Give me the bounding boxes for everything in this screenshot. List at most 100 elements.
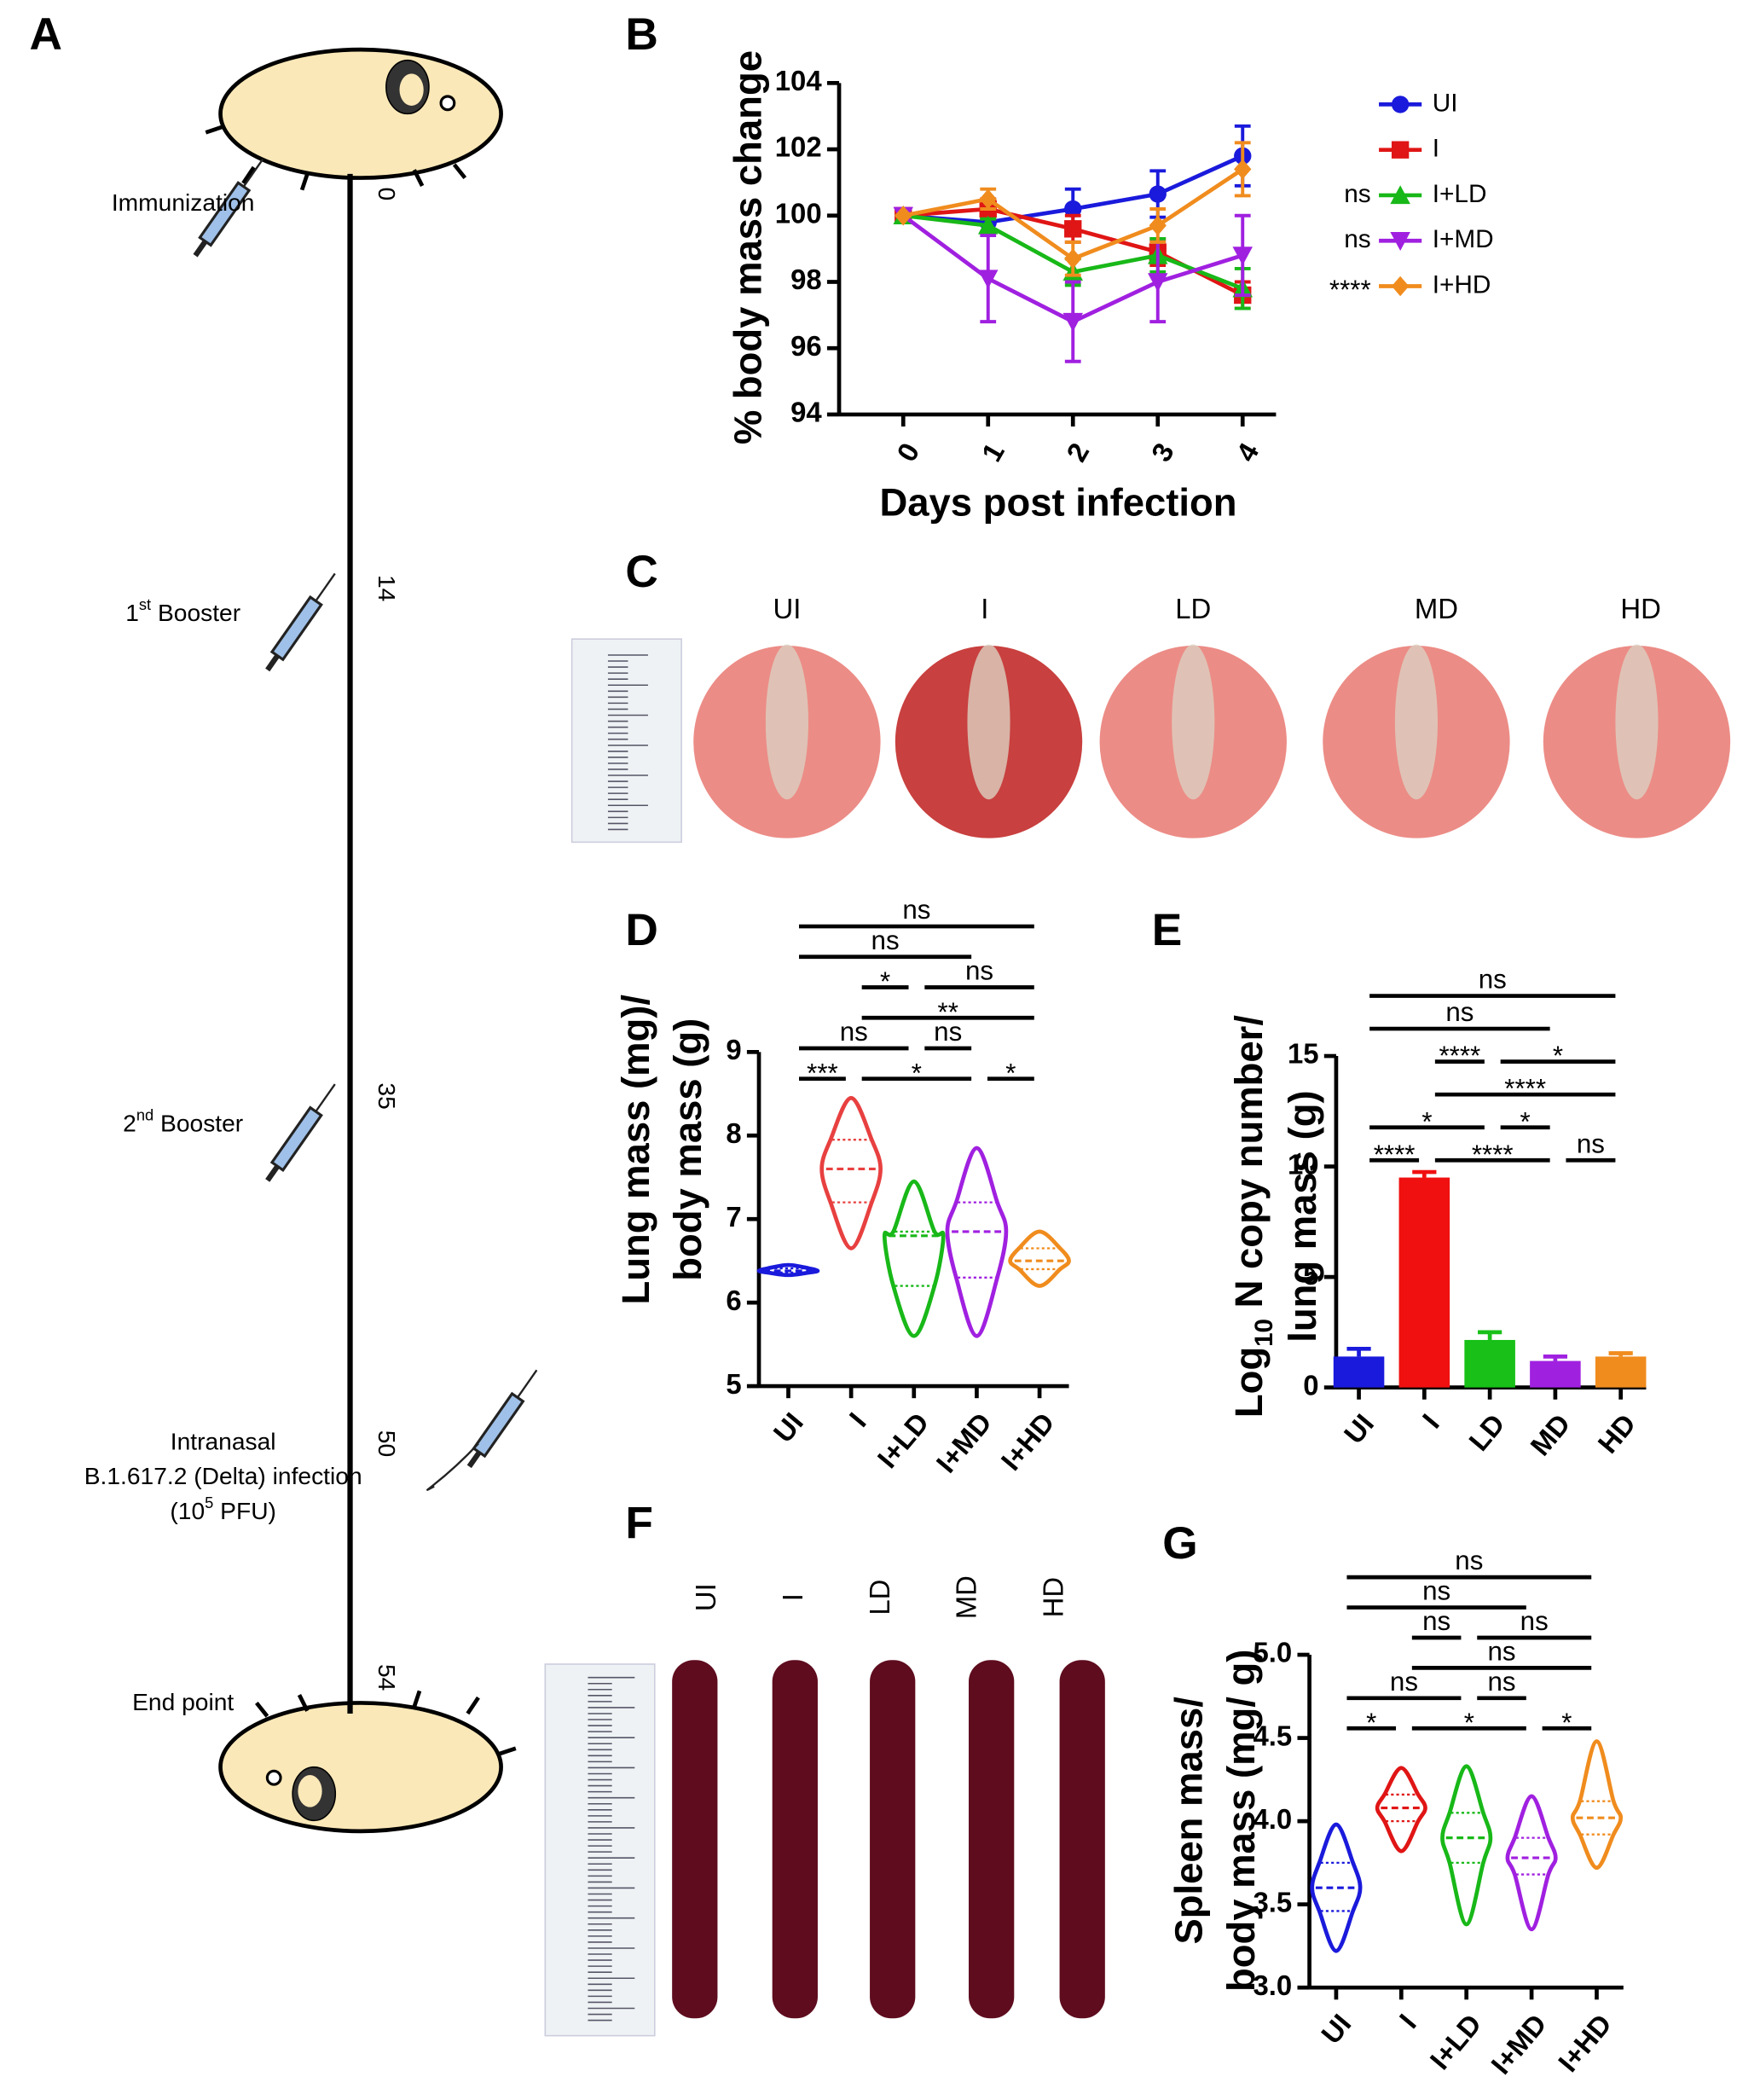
panel-label: C <box>625 547 657 597</box>
event-label-part: st <box>139 595 151 613</box>
significance-label: **** <box>1439 1041 1480 1070</box>
hamster-ear-inner <box>298 1775 322 1807</box>
y-tick-label: 6 <box>726 1285 741 1316</box>
bar <box>1595 1356 1647 1388</box>
syringe-plunger <box>193 240 208 258</box>
significance-label: ns <box>1445 997 1474 1027</box>
syringe-needle <box>315 1083 336 1112</box>
photo-label: HD <box>1620 593 1661 624</box>
bar <box>1333 1356 1385 1388</box>
legend-annotation: ns <box>1344 180 1370 208</box>
event-label-part: 1 <box>125 599 139 626</box>
event-label-part: nd <box>136 1106 153 1124</box>
photo-label: LD <box>864 1580 895 1616</box>
significance-label: ns <box>965 956 993 986</box>
error-bar <box>1543 1355 1568 1361</box>
y-tick-label: 104 <box>775 65 823 96</box>
lung-center <box>765 644 808 800</box>
error-bar <box>1346 1346 1371 1357</box>
y-tick-label: 102 <box>775 131 822 163</box>
significance-label: ns <box>1455 1546 1483 1575</box>
y-tick-label: 15 <box>1288 1038 1319 1070</box>
y-tick-label: 10 <box>1288 1148 1319 1180</box>
y-tick-label: 96 <box>790 330 822 362</box>
y-axis-label: % body mass change <box>727 50 770 444</box>
y-axis-label-part: % body mass change <box>727 50 770 444</box>
significance-label: ** <box>938 997 958 1027</box>
significance-label: * <box>912 1058 922 1088</box>
photo-label: I <box>981 593 988 624</box>
syringe-plunger <box>265 653 280 672</box>
y-axis-label: Spleen mass/ <box>1167 1697 1211 1945</box>
y-axis-label-part: N copy number/ <box>1227 1015 1271 1319</box>
event-label-part: 5 <box>205 1494 213 1511</box>
significance-label: ns <box>1520 1606 1549 1636</box>
day-label: 35 <box>373 1082 401 1109</box>
error-bar <box>1412 1169 1437 1178</box>
syringe-needle <box>516 1369 538 1399</box>
spleen <box>1059 1660 1105 2019</box>
marker <box>1062 312 1083 332</box>
event-label: Intranasal <box>171 1428 276 1455</box>
violin <box>819 1095 883 1250</box>
panel-label: G <box>1162 1518 1197 1569</box>
legend-label: I+LD <box>1433 180 1487 208</box>
significance-label: ns <box>902 895 930 925</box>
violin <box>1008 1229 1071 1288</box>
y-axis-label-part: Lung mass (mg)/ <box>614 995 657 1305</box>
event-label: 1st Booster <box>125 595 240 626</box>
y-tick-label: 4.5 <box>1253 1720 1292 1751</box>
significance-label: **** <box>1472 1140 1514 1169</box>
syringe-needle <box>315 572 336 602</box>
lung-center <box>1615 644 1659 800</box>
violin <box>1440 1764 1493 1927</box>
significance-label: ns <box>1487 1636 1515 1666</box>
hamster-eye <box>265 1769 282 1786</box>
syringe-icon <box>265 1083 336 1182</box>
hamster-body <box>218 1701 503 1834</box>
marker <box>977 215 999 235</box>
y-axis-label-part: Spleen mass/ <box>1167 1697 1211 1945</box>
violin <box>1310 1822 1363 1953</box>
day-label: 54 <box>373 1664 401 1691</box>
syringe-icon <box>265 572 336 672</box>
y-tick-label: 3.5 <box>1253 1886 1292 1917</box>
marker <box>1149 215 1167 236</box>
error-bar <box>1608 1351 1633 1357</box>
y-axis-label: body mass (mg/ g) <box>1219 1650 1263 1992</box>
violin <box>882 1179 946 1338</box>
y-tick-label: 0 <box>1303 1369 1318 1401</box>
event-label-part: Intranasal <box>171 1428 276 1455</box>
violin <box>1375 1766 1427 1853</box>
legend-label: I <box>1433 135 1439 163</box>
significance-label: ns <box>1422 1576 1450 1606</box>
legend-annotation: **** <box>1329 275 1371 305</box>
legend-label: I+MD <box>1433 225 1494 253</box>
y-tick-label: 94 <box>790 397 822 428</box>
significance-label: * <box>1464 1708 1474 1737</box>
hamster-feet <box>255 1690 480 1718</box>
significance-label: ns <box>1479 965 1507 995</box>
y-tick-label: 4.0 <box>1253 1803 1292 1835</box>
hamster-feet <box>241 163 467 191</box>
event-label-part: 2 <box>123 1110 136 1137</box>
violin <box>945 1146 1009 1338</box>
significance-label: ns <box>1390 1667 1418 1697</box>
day-label: 50 <box>373 1430 401 1457</box>
significance-label: ns <box>1422 1606 1450 1636</box>
spleen <box>772 1660 818 2019</box>
photo-label: LD <box>1175 593 1211 624</box>
significance-label: ns <box>840 1017 868 1047</box>
panel-label: A <box>29 9 61 60</box>
significance-label: * <box>1005 1058 1016 1088</box>
infection-tube <box>426 1442 479 1491</box>
legend-marker <box>1391 276 1410 297</box>
significance-label: *** <box>807 1058 838 1088</box>
significance-label: ns <box>1577 1128 1605 1158</box>
significance-label: * <box>1561 1708 1572 1737</box>
event-label-part: Booster <box>151 599 240 626</box>
marker <box>1232 247 1253 266</box>
legend-label: I+HD <box>1433 270 1491 299</box>
y-axis-label: Log10 N copy number/ <box>1227 1015 1278 1418</box>
photo-label: HD <box>1038 1577 1069 1618</box>
